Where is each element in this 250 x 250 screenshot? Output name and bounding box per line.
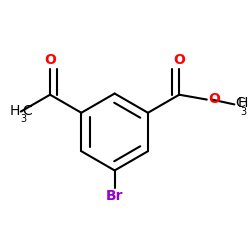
Text: 3: 3 (240, 107, 247, 117)
Text: 3: 3 (21, 114, 27, 124)
Text: O: O (44, 53, 56, 67)
Text: O: O (208, 92, 220, 106)
Text: H: H (9, 104, 20, 118)
Text: O: O (173, 53, 185, 67)
Text: C: C (235, 96, 245, 110)
Text: Br: Br (106, 189, 124, 203)
Text: H: H (238, 96, 248, 110)
Text: C: C (22, 104, 32, 118)
